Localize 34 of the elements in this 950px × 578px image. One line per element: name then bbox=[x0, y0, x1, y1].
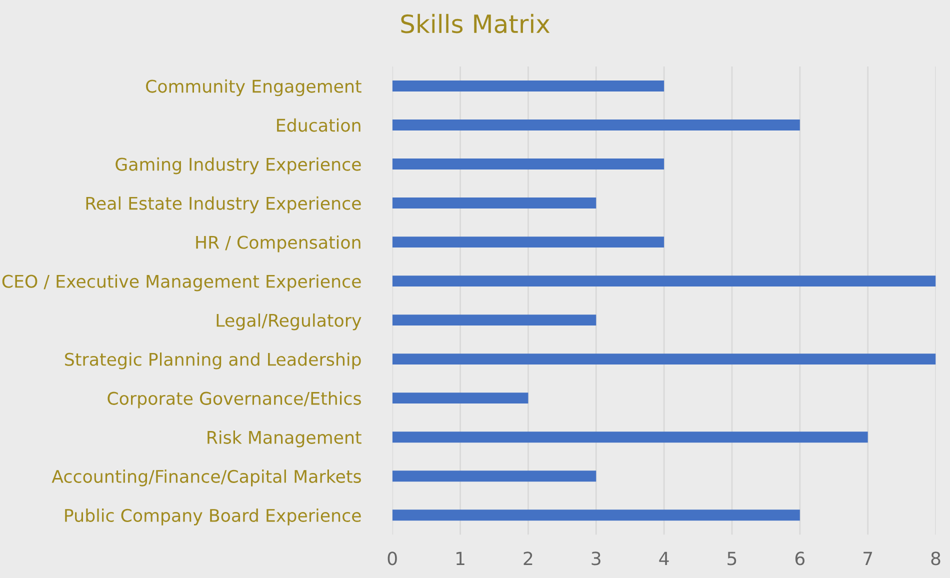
x-tick-label: 3 bbox=[592, 552, 600, 566]
bar bbox=[392, 236, 664, 248]
y-tick-label: Risk Management bbox=[208, 430, 362, 448]
y-tick-label: HR / Compensation bbox=[196, 235, 360, 252]
x-tick-label: 1 bbox=[456, 552, 464, 566]
y-tick-label: CEO / Executive Management Experience bbox=[2, 274, 361, 292]
bar bbox=[392, 510, 800, 521]
x-tick-label: 6 bbox=[795, 552, 805, 566]
x-tick-label: 5 bbox=[728, 552, 736, 566]
chart-title: Skills Matrix bbox=[401, 14, 550, 34]
y-tick-label: Real Estate Industry Experience bbox=[86, 196, 361, 214]
bar bbox=[392, 314, 596, 326]
x-tick-label: 7 bbox=[864, 552, 872, 566]
y-tick-label: Accounting/Finance/Capital Markets bbox=[52, 470, 361, 486]
bar bbox=[392, 470, 596, 482]
bar bbox=[392, 276, 936, 287]
bar bbox=[392, 392, 528, 404]
bar bbox=[392, 120, 800, 130]
y-tick-label: Education bbox=[277, 118, 360, 132]
y-tick-label: Community Engagement bbox=[146, 79, 362, 96]
bar bbox=[392, 80, 664, 92]
x-tick-label: 2 bbox=[524, 552, 532, 566]
x-tick-label: 8 bbox=[931, 552, 940, 566]
x-tick-label: 0 bbox=[388, 552, 397, 566]
y-tick-label: Strategic Planning and Leadership bbox=[65, 352, 361, 370]
x-tick-label: 4 bbox=[659, 552, 669, 566]
y-tick-label: Gaming Industry Experience bbox=[116, 157, 361, 174]
bar bbox=[392, 158, 664, 170]
bar bbox=[392, 198, 596, 208]
bar bbox=[392, 432, 868, 443]
bar bbox=[392, 354, 936, 365]
y-tick-label: Corporate Governance/Ethics bbox=[108, 392, 361, 408]
y-tick-label: Public Company Board Experience bbox=[65, 508, 361, 526]
y-tick-label: Legal/Regulatory bbox=[216, 313, 362, 330]
